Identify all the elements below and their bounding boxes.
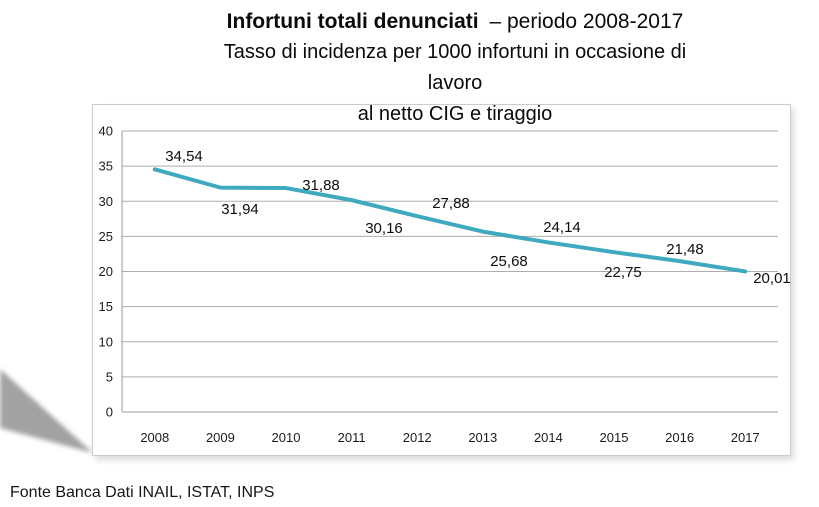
data-point-label: 20,01	[753, 270, 791, 287]
y-axis-label: 30	[99, 194, 113, 209]
data-point-label: 25,68	[490, 253, 528, 270]
x-axis-label: 2010	[272, 430, 301, 445]
chart-title-main: Infortuni totali denunciati	[226, 10, 479, 33]
x-axis-label: 2012	[403, 430, 432, 445]
chart-subtitle-line-2: lavoro	[427, 72, 483, 94]
data-point-label: 27,88	[432, 195, 470, 212]
chart-title-period: – periodo 2008-2017	[489, 10, 684, 33]
x-axis-label: 2011	[338, 430, 366, 445]
x-axis-label: 2015	[600, 430, 629, 445]
x-axis-label: 2008	[140, 430, 169, 445]
chart-subtitle-line-1: Tasso di incidenza per 1000 infortuni in…	[223, 41, 687, 63]
y-axis-label: 15	[99, 299, 113, 314]
chart-frame	[92, 104, 791, 456]
data-point-label: 31,88	[302, 177, 340, 194]
x-axis-label: 2016	[665, 430, 694, 445]
data-point-label: 30,16	[365, 220, 403, 237]
data-point-label: 34,54	[165, 148, 203, 165]
data-point-label: 21,48	[666, 241, 704, 258]
y-axis-label: 25	[99, 229, 113, 244]
y-axis-label: 10	[99, 334, 113, 349]
trend-line	[152, 167, 748, 274]
x-axis-label: 2017	[731, 430, 760, 445]
chart-title: Infortuni totali denunciati – periodo 20…	[130, 6, 780, 37]
chart-title-block: Infortuni totali denunciati – periodo 20…	[130, 6, 780, 130]
source-note: Fonte Banca Dati INAIL, ISTAT, INPS	[10, 484, 275, 501]
x-axis-label: 2009	[206, 430, 235, 445]
y-axis-label: 40	[99, 124, 113, 139]
x-axis-label: 2014	[534, 430, 563, 445]
data-point-label: 22,75	[604, 264, 642, 281]
y-axis-label: 20	[99, 264, 113, 279]
y-axis-label: 35	[99, 159, 113, 174]
y-axis-label: 0	[106, 405, 113, 420]
data-point-label: 31,94	[221, 201, 259, 218]
x-axis-label: 2013	[468, 430, 497, 445]
y-axis-label: 5	[106, 369, 113, 384]
chart-subtitle-line-3: al netto CIG e tiraggio	[357, 103, 553, 125]
data-point-label: 24,14	[543, 219, 581, 236]
